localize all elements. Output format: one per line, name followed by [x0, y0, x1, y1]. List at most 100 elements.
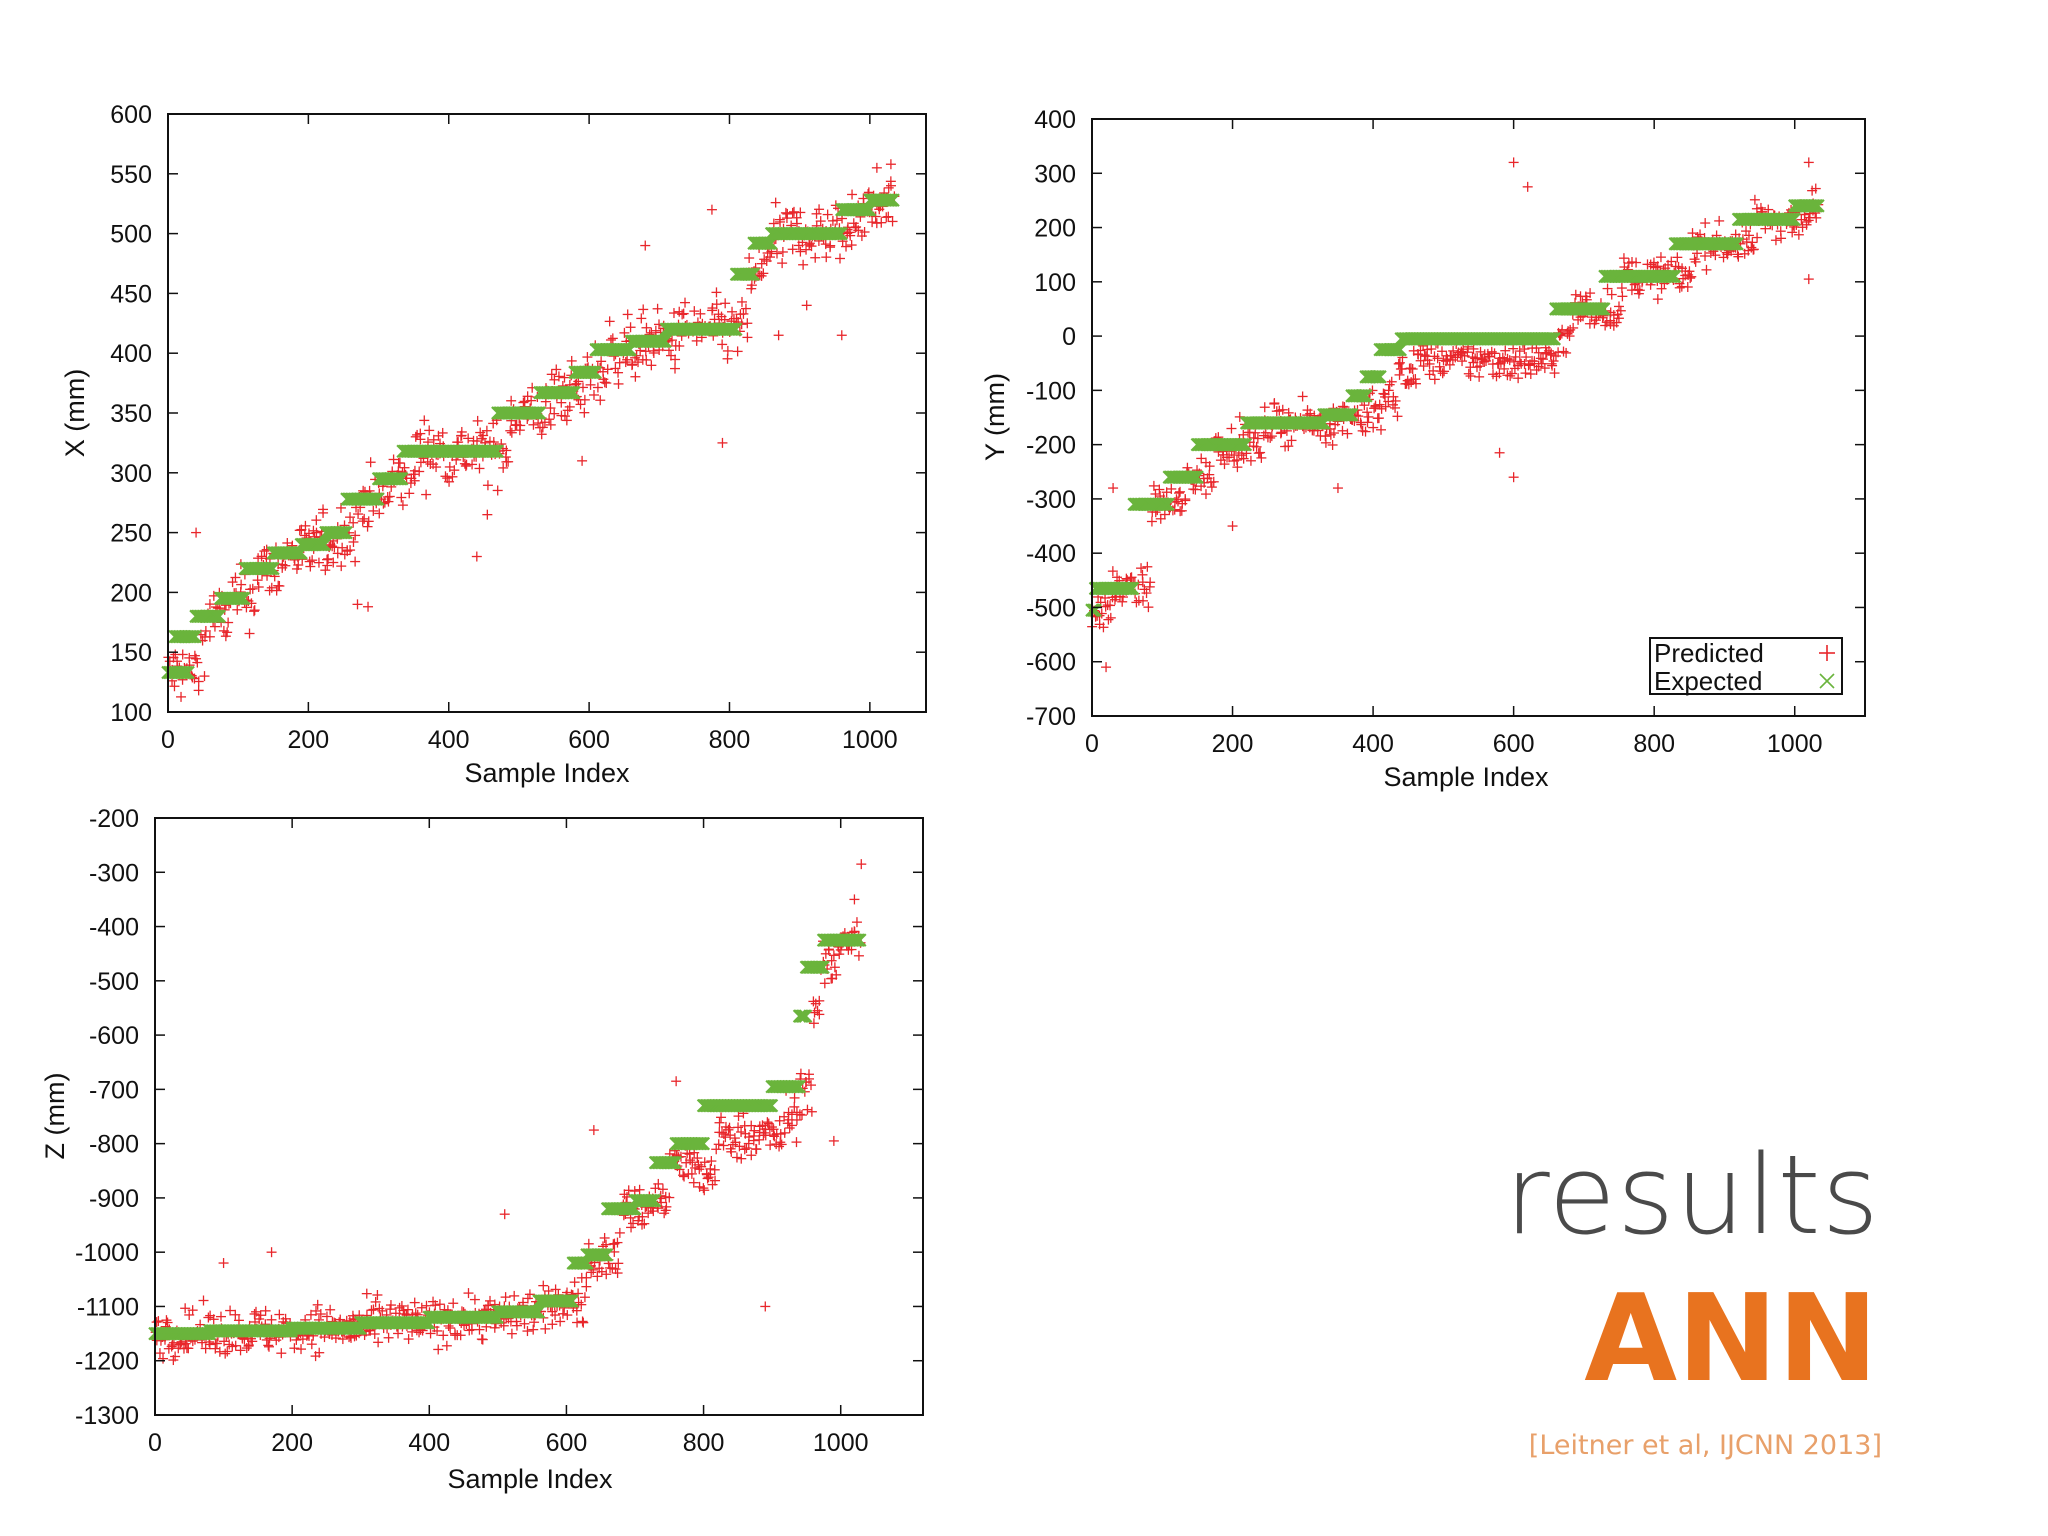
y-tick-label: -800 [89, 1131, 139, 1159]
predicted-point [768, 218, 779, 229]
predicted-point [474, 1324, 485, 1335]
predicted-point [350, 530, 361, 541]
predicted-point [415, 428, 426, 439]
predicted-point [198, 1295, 209, 1306]
predicted-point [222, 1346, 233, 1357]
predicted-point [169, 681, 180, 692]
predicted-point [540, 1323, 551, 1334]
predicted-point [547, 1319, 558, 1330]
predicted-point [789, 1101, 800, 1112]
x-tick-label: 1000 [813, 1429, 869, 1457]
predicted-point [464, 1325, 475, 1336]
y-tick-label: -400 [89, 914, 139, 942]
predicted-point [819, 978, 830, 989]
predicted-point [759, 254, 770, 265]
predicted-point [722, 345, 733, 356]
predicted-point [771, 248, 782, 259]
predicted-point [311, 515, 322, 526]
predicted-point [579, 407, 590, 418]
predicted-point [758, 268, 769, 279]
predicted-point [300, 520, 311, 531]
predicted-outlier-point [499, 1209, 510, 1220]
predicted-point [596, 356, 607, 367]
predicted-point [670, 354, 681, 365]
predicted-point [236, 579, 247, 590]
predicted-point [711, 299, 722, 310]
predicted-point [851, 917, 862, 928]
predicted-point [581, 1281, 592, 1292]
predicted-point [437, 427, 448, 438]
predicted-point [564, 401, 575, 412]
predicted-point [203, 1312, 214, 1323]
predicted-outlier-point [760, 1301, 771, 1312]
predicted-point [744, 253, 755, 264]
predicted-point [613, 367, 624, 378]
predicted-point [555, 1316, 566, 1327]
predicted-point [626, 360, 637, 371]
predicted-point [796, 1110, 807, 1121]
predicted-point [248, 606, 259, 617]
predicted-point [853, 950, 864, 961]
predicted-point [599, 1232, 610, 1243]
predicted-point [641, 354, 652, 365]
predicted-point [727, 1139, 738, 1150]
predicted-point [604, 316, 615, 327]
predicted-point [506, 427, 517, 438]
predicted-outlier-point [671, 1076, 682, 1087]
predicted-point [467, 459, 478, 470]
predicted-point [695, 308, 706, 319]
predicted-point [204, 599, 215, 610]
predicted-point [296, 1344, 307, 1355]
predicted-point [602, 364, 613, 375]
predicted-point [441, 1340, 452, 1351]
predicted-point [691, 335, 702, 346]
predicted-point [176, 691, 187, 702]
chart-z-ticks: 0 200 400 600 800 1000 -1300 -1200 -1100 -1000 -90… [75, 805, 923, 1457]
predicted-point [220, 1348, 231, 1359]
predicted-outlier-point [218, 1258, 229, 1269]
predicted-outlier-point [588, 1125, 599, 1136]
predicted-point [680, 297, 691, 308]
predicted-point [500, 1292, 511, 1303]
predicted-point [720, 298, 731, 309]
predicted-point [630, 371, 641, 382]
predicted-point [556, 397, 567, 408]
predicted-point [447, 471, 458, 482]
predicted-point [740, 303, 751, 314]
predicted-point [657, 1184, 668, 1195]
predicted-point [519, 396, 530, 407]
predicted-point [363, 516, 374, 527]
predicted-point [365, 457, 376, 468]
predicted-point [414, 466, 425, 477]
predicted-point [550, 1284, 561, 1295]
predicted-point [569, 1277, 580, 1288]
predicted-point [396, 492, 407, 503]
predicted-point [528, 1324, 539, 1335]
predicted-point [561, 415, 572, 426]
predicted-point [679, 1171, 690, 1182]
predicted-point [505, 425, 516, 436]
predicted-point [582, 352, 593, 363]
predicted-point [345, 512, 356, 523]
predicted-point [374, 508, 385, 519]
predicted-point [384, 491, 395, 502]
predicted-point [714, 1117, 725, 1128]
predicted-point [337, 542, 348, 553]
predicted-point [276, 1348, 287, 1359]
predicted-point [787, 244, 798, 255]
predicted-point [383, 496, 394, 507]
predicted-point [193, 685, 204, 696]
predicted-point [733, 1111, 744, 1122]
predicted-point [192, 657, 203, 668]
predicted-point [706, 1156, 717, 1167]
predicted-point [399, 462, 410, 473]
predicted-point [536, 429, 547, 440]
predicted-point [828, 950, 839, 961]
predicted-point [253, 582, 264, 593]
predicted-point [419, 415, 430, 426]
predicted-point [751, 1144, 762, 1155]
predicted-point [806, 1106, 817, 1117]
predicted-point [393, 1328, 404, 1339]
predicted-point [244, 628, 255, 639]
